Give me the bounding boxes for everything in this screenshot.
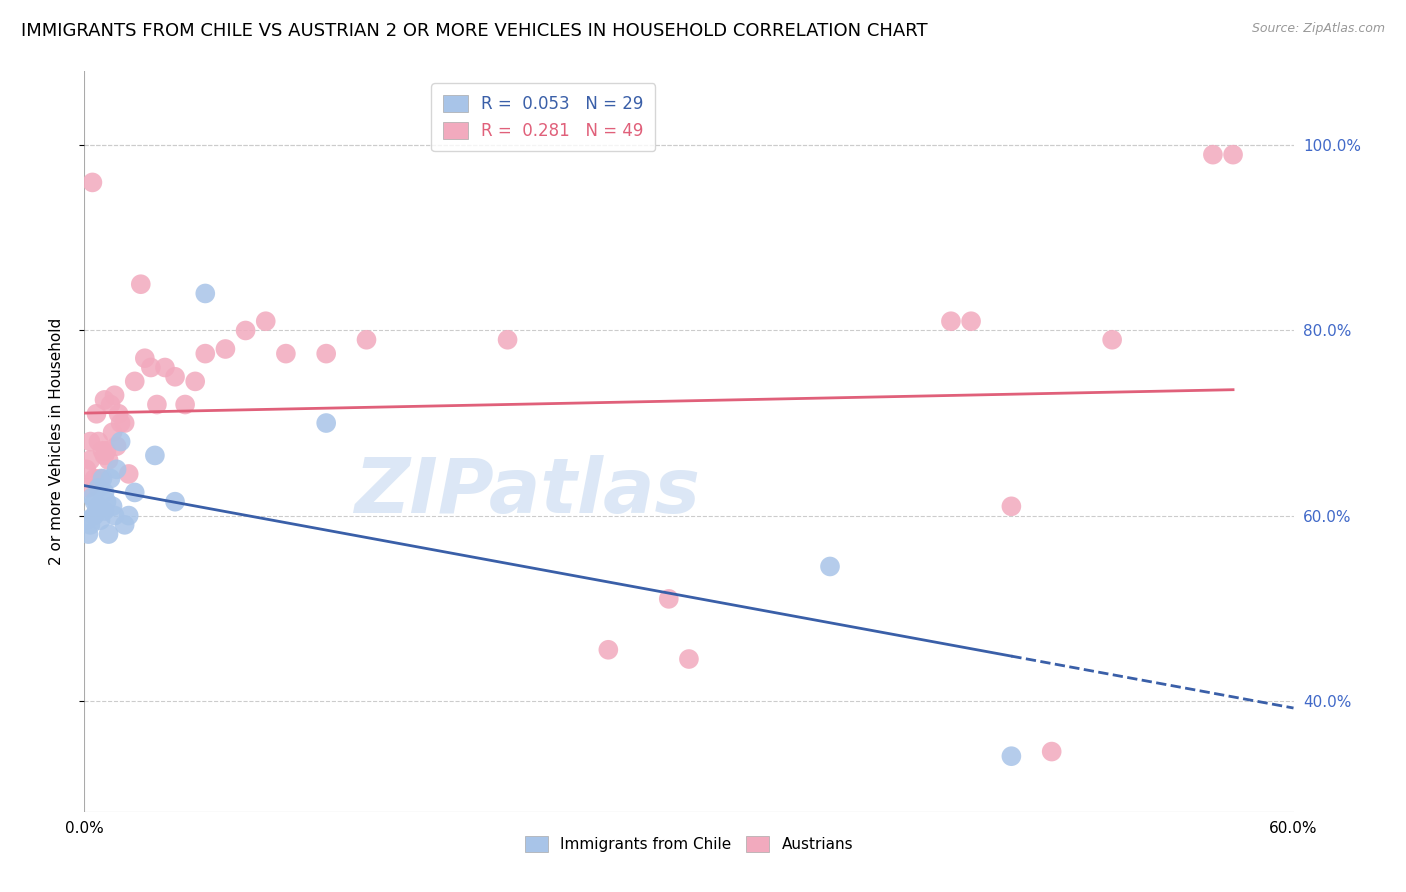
Point — [114, 416, 136, 430]
Point — [496, 333, 519, 347]
Point — [139, 360, 162, 375]
Point — [274, 346, 297, 360]
Point — [100, 398, 122, 412]
Point — [82, 490, 104, 504]
Point — [96, 494, 118, 508]
Point — [134, 351, 156, 366]
Point — [75, 462, 97, 476]
Point — [87, 434, 110, 449]
Point — [129, 277, 152, 292]
Point — [79, 517, 101, 532]
Point — [75, 513, 97, 527]
Point — [104, 508, 127, 523]
Point — [89, 472, 111, 486]
Point — [104, 388, 127, 402]
Point — [101, 425, 124, 440]
Point — [110, 434, 132, 449]
Point — [89, 513, 111, 527]
Point — [86, 504, 108, 518]
Point — [83, 494, 105, 508]
Point — [82, 175, 104, 190]
Point — [235, 323, 257, 337]
Point — [105, 439, 128, 453]
Point — [107, 407, 129, 421]
Point — [165, 494, 187, 508]
Point — [1222, 147, 1244, 161]
Point — [146, 398, 169, 412]
Point — [194, 286, 217, 301]
Point — [114, 517, 136, 532]
Point — [174, 398, 197, 412]
Point — [91, 443, 114, 458]
Point — [960, 314, 983, 328]
Point — [153, 360, 176, 375]
Point — [93, 392, 115, 407]
Point — [96, 443, 118, 458]
Point — [1040, 745, 1063, 759]
Point — [86, 407, 108, 421]
Point — [87, 481, 110, 495]
Point — [97, 527, 120, 541]
Point — [658, 591, 681, 606]
Point — [1000, 749, 1022, 764]
Point — [315, 416, 337, 430]
Point — [1202, 147, 1225, 161]
Point — [118, 508, 141, 523]
Point — [184, 375, 207, 389]
Point — [143, 449, 166, 463]
Point — [1000, 500, 1022, 514]
Point — [83, 508, 105, 523]
Legend: Immigrants from Chile, Austrians: Immigrants from Chile, Austrians — [517, 829, 860, 860]
Point — [97, 453, 120, 467]
Point — [678, 652, 700, 666]
Point — [124, 485, 146, 500]
Point — [254, 314, 277, 328]
Point — [356, 333, 378, 347]
Point — [100, 472, 122, 486]
Point — [818, 559, 841, 574]
Point — [194, 346, 217, 360]
Point — [1101, 333, 1123, 347]
Text: IMMIGRANTS FROM CHILE VS AUSTRIAN 2 OR MORE VEHICLES IN HOUSEHOLD CORRELATION CH: IMMIGRANTS FROM CHILE VS AUSTRIAN 2 OR M… — [21, 22, 928, 40]
Point — [105, 462, 128, 476]
Point — [101, 500, 124, 514]
Point — [77, 527, 100, 541]
Point — [118, 467, 141, 481]
Point — [165, 369, 187, 384]
Point — [91, 472, 114, 486]
Point — [79, 434, 101, 449]
Point — [77, 481, 100, 495]
Point — [93, 485, 115, 500]
Point — [87, 500, 110, 514]
Point — [598, 642, 620, 657]
Point — [93, 504, 115, 518]
Point — [93, 449, 115, 463]
Point — [124, 375, 146, 389]
Point — [83, 472, 105, 486]
Text: ZIPatlas: ZIPatlas — [354, 456, 700, 530]
Point — [939, 314, 962, 328]
Text: Source: ZipAtlas.com: Source: ZipAtlas.com — [1251, 22, 1385, 36]
Point — [110, 416, 132, 430]
Point — [214, 342, 236, 356]
Y-axis label: 2 or more Vehicles in Household: 2 or more Vehicles in Household — [49, 318, 63, 566]
Point — [79, 453, 101, 467]
Point — [315, 346, 337, 360]
